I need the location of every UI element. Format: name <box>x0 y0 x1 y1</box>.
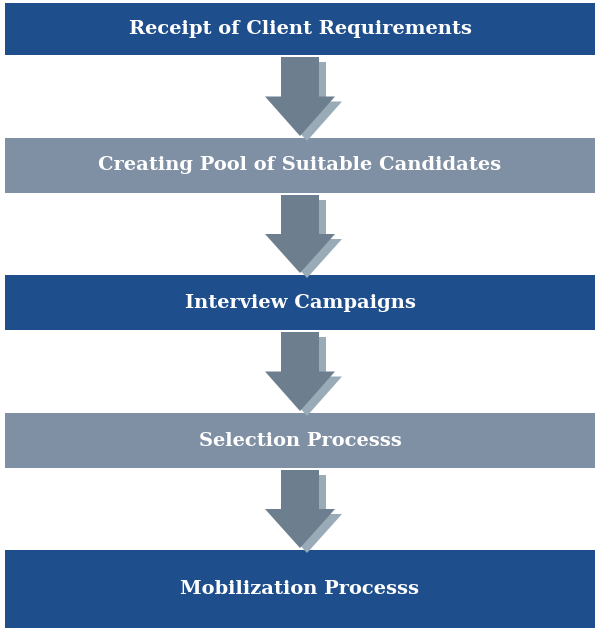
Polygon shape <box>272 475 342 553</box>
Text: Receipt of Client Requirements: Receipt of Client Requirements <box>128 20 472 38</box>
Polygon shape <box>272 337 342 416</box>
Polygon shape <box>265 57 335 136</box>
Text: Selection Processs: Selection Processs <box>199 432 401 449</box>
Text: Interview Campaigns: Interview Campaigns <box>185 293 415 312</box>
Text: Mobilization Processs: Mobilization Processs <box>181 580 419 598</box>
Polygon shape <box>272 200 342 278</box>
Polygon shape <box>272 62 342 141</box>
Bar <box>5 138 595 193</box>
Bar <box>5 550 595 628</box>
Polygon shape <box>265 195 335 273</box>
Polygon shape <box>265 470 335 548</box>
Bar <box>5 3 595 55</box>
Bar <box>5 275 595 330</box>
Bar <box>5 413 595 468</box>
Text: Creating Pool of Suitable Candidates: Creating Pool of Suitable Candidates <box>98 156 502 175</box>
Polygon shape <box>265 332 335 411</box>
